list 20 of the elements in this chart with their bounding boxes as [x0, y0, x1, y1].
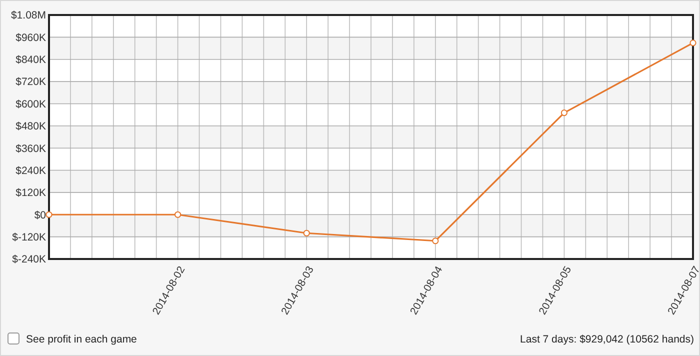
y-tick-label: $960K — [16, 32, 46, 44]
text: See profit in each game — [26, 334, 138, 346]
y-tick-label: $-240K — [12, 254, 46, 266]
y-tick-label: $1.08M — [10, 10, 46, 22]
y-tick-label: $0 — [34, 209, 46, 222]
point — [46, 211, 52, 218]
point — [174, 211, 182, 218]
y-tick-label: $360K — [16, 142, 46, 155]
text: Last 7 days: $929,042 (10562 hands) — [520, 334, 694, 346]
y-tick-label: $120K — [16, 187, 46, 200]
y-tick-label: $480K — [16, 120, 46, 133]
y-tick-label: $840K — [16, 54, 46, 66]
point — [690, 40, 696, 46]
point — [303, 230, 310, 236]
y-tick-label: $240K — [16, 164, 46, 177]
point — [560, 109, 568, 116]
y-tick-label: $720K — [16, 76, 46, 88]
y-tick-label: $-120K — [12, 231, 46, 244]
point — [432, 238, 439, 244]
y-tick-label: $600K — [16, 98, 46, 110]
